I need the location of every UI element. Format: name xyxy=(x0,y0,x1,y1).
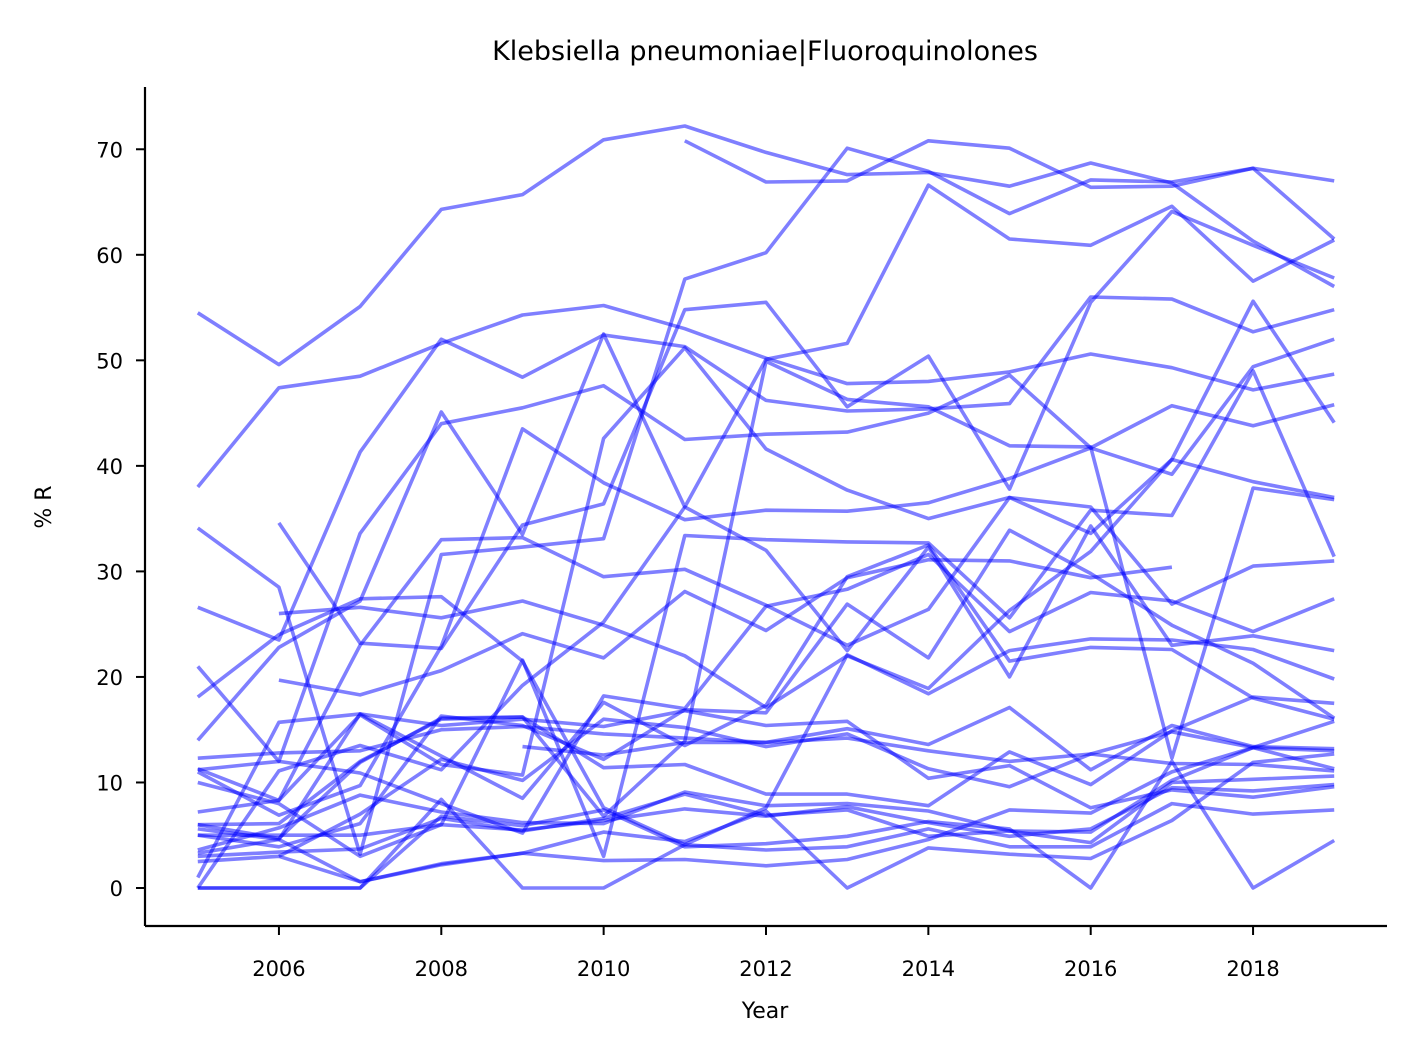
series-line-3 xyxy=(196,303,1335,489)
y-tick-label: 40 xyxy=(96,455,123,479)
series-line-7 xyxy=(196,594,1335,847)
series-line-23 xyxy=(197,797,1335,890)
y-tick-label: 70 xyxy=(96,138,123,162)
series-line-15 xyxy=(197,495,1335,814)
x-axis-ticks: 2006 2008 2010 2012 2014 2016 2018 xyxy=(252,926,1280,981)
series-line-6 xyxy=(196,373,1335,764)
y-tick-label: 50 xyxy=(96,349,123,373)
series-line-29 xyxy=(522,736,1335,773)
series-line-21 xyxy=(196,708,1335,879)
series-line-11 xyxy=(196,337,1335,817)
series-line-13 xyxy=(277,209,1335,651)
series-line-8 xyxy=(196,183,1336,742)
y-axis-label: % R xyxy=(32,485,57,528)
series-line-14 xyxy=(278,558,1173,697)
y-tick-label: 20 xyxy=(96,666,123,690)
y-axis-ticks: 0 10 20 30 40 50 60 70 xyxy=(96,138,145,901)
series-line-5 xyxy=(197,295,1335,642)
x-axis-label: Year xyxy=(741,999,790,1024)
x-tick-label: 2016 xyxy=(1064,957,1117,981)
x-tick-label: 2012 xyxy=(739,957,792,981)
series-line-26 xyxy=(197,552,1335,835)
series-line-32 xyxy=(197,782,1335,839)
series-line-25 xyxy=(197,752,1335,890)
x-tick-label: 2018 xyxy=(1226,957,1279,981)
series-line-22 xyxy=(196,505,1335,890)
x-tick-label: 2014 xyxy=(902,957,955,981)
series-line-24 xyxy=(197,759,1336,890)
series-line-30 xyxy=(197,359,1335,827)
series-line-31 xyxy=(197,369,1336,859)
y-tick-label: 10 xyxy=(96,771,123,795)
series-line-10 xyxy=(197,345,1335,803)
x-tick-label: 2010 xyxy=(577,957,630,981)
series-line-1 xyxy=(196,124,1336,367)
y-tick-label: 30 xyxy=(96,560,123,584)
x-tick-label: 2006 xyxy=(252,957,305,981)
y-tick-label: 0 xyxy=(110,877,123,901)
x-tick-label: 2008 xyxy=(415,957,468,981)
series-line-12 xyxy=(278,299,1336,710)
y-tick-label: 60 xyxy=(96,244,123,268)
series-layer xyxy=(196,124,1336,890)
chart-title: Klebsiella pneumoniae|Fluoroquinolones xyxy=(492,36,1038,67)
